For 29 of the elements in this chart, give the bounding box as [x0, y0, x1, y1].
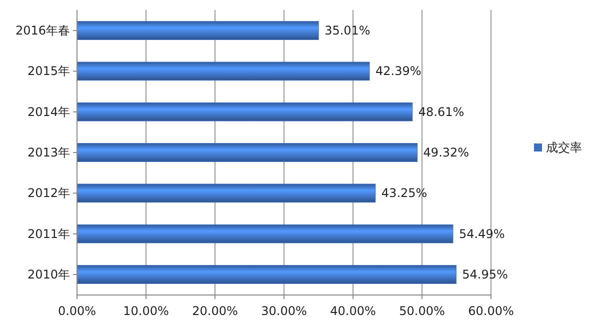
y-tick-label: 2013年 [27, 146, 70, 160]
x-tick-label: 20.00% [192, 304, 238, 318]
data-label: 49.32% [423, 146, 470, 160]
x-tick-label: 0.00% [58, 304, 96, 318]
bar [76, 21, 319, 40]
y-tick-label: 2016年春 [15, 24, 70, 38]
data-label: 42.39% [375, 64, 422, 78]
x-tick-label: 50.00% [399, 304, 445, 318]
x-tick-label: 10.00% [123, 304, 169, 318]
y-tick-label: 2010年 [27, 267, 70, 282]
y-tick-label: 2014年 [27, 104, 70, 119]
bar [76, 265, 456, 284]
bar [76, 184, 376, 203]
data-label: 48.61% [418, 104, 464, 119]
legend-label: 成交率 [546, 140, 582, 154]
x-tick-label: 40.00% [330, 304, 376, 318]
data-label: 43.25% [381, 186, 428, 200]
y-tick-label: 2015年 [27, 64, 70, 78]
x-tick-label: 60.00% [468, 304, 514, 318]
bar [76, 62, 370, 81]
y-tick-label: 2011年 [27, 226, 70, 241]
data-label: 54.95% [462, 267, 508, 282]
data-label: 35.01% [324, 24, 370, 38]
y-tick-label: 2012年 [27, 186, 70, 200]
data-label: 54.49% [458, 226, 505, 241]
bar [76, 143, 418, 162]
bar [76, 224, 454, 244]
bar [76, 102, 413, 122]
x-tick-label: 30.00% [261, 304, 307, 318]
